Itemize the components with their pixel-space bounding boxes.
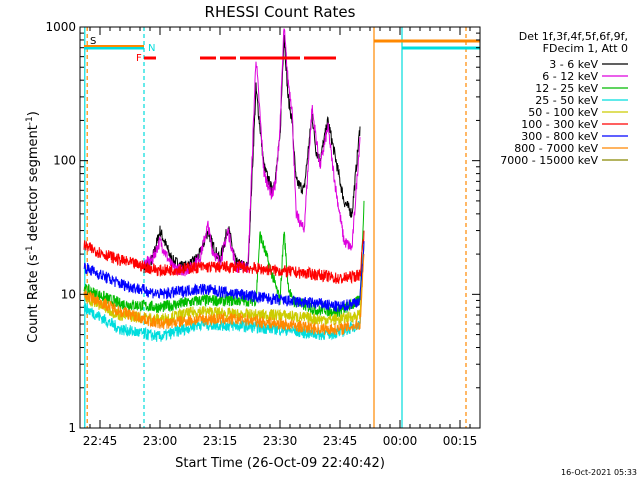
- chart-title: RHESSI Count Rates: [205, 3, 356, 21]
- event-markers: [84, 27, 467, 428]
- legend-entry-label-4: 50 - 100 keV: [528, 106, 598, 119]
- y-axis-label-part: ): [26, 111, 41, 116]
- x-tick-label-5: 00:00: [383, 434, 418, 448]
- plot-background: [80, 27, 480, 428]
- flag-label-s: S: [90, 36, 96, 47]
- flag-label-f: F: [136, 53, 142, 64]
- flag-layer: S NF: [84, 36, 480, 64]
- legend-header-1: FDecim 1, Att 0: [543, 42, 628, 55]
- x-tick-label-6: 00:15: [443, 434, 478, 448]
- timestamp: 16-Oct-2021 05:33: [561, 468, 637, 477]
- x-tick-label-4: 23:45: [323, 434, 358, 448]
- x-tick-label-1: 23:00: [143, 434, 178, 448]
- legend-entry-label-2: 12 - 25 keV: [535, 82, 598, 95]
- y-axis-label-part: -1: [25, 116, 35, 125]
- y-axis-label-part: -1: [25, 245, 35, 254]
- legend-entry-label-7: 800 - 7000 keV: [514, 142, 598, 155]
- axes: 1 10 100 1000 22:45 23:00 23:15 23:30 23:45 00:00…: [45, 20, 481, 448]
- series-layer: [83, 28, 365, 342]
- legend-entry-label-1: 6 - 12 keV: [542, 70, 598, 83]
- legend-header-0: Det 1f,3f,4f,5f,6f,9f,: [519, 30, 628, 43]
- x-axis-label: Start Time (26-Oct-09 22:40:42): [175, 456, 385, 471]
- series-line-5: [83, 230, 365, 285]
- series-line-7: [83, 254, 365, 336]
- y-axis-label: Count Rate (s-1 detector segment-1): [25, 111, 41, 343]
- legend-entry-label-8: 7000 - 15000 keV: [500, 154, 598, 167]
- legend-entry-label-0: 3 - 6 keV: [549, 58, 598, 71]
- flag-label-n: N: [148, 43, 155, 54]
- series-line-6: [83, 241, 365, 313]
- legend: Det 1f,3f,4f,5f,6f,9f,FDecim 1, Att 0 3 -…: [500, 30, 628, 167]
- y-tick-label-2: 100: [53, 154, 76, 168]
- y-tick-label-0: 1: [68, 421, 76, 435]
- y-tick-label-3: 1000: [45, 20, 76, 34]
- legend-entry-label-3: 25 - 50 keV: [535, 94, 598, 107]
- x-tick-label-0: 22:45: [83, 434, 118, 448]
- x-tick-label-3: 23:30: [263, 434, 298, 448]
- x-tick-label-2: 23:15: [203, 434, 238, 448]
- plot-area: [80, 27, 480, 428]
- y-axis-label-part: Count Rate (s: [26, 254, 41, 343]
- legend-entry-label-6: 300 - 800 keV: [521, 130, 598, 143]
- legend-entry-label-5: 100 - 300 keV: [521, 118, 598, 131]
- y-tick-label-1: 10: [61, 287, 76, 301]
- y-axis-label-part: detector segment: [26, 125, 41, 245]
